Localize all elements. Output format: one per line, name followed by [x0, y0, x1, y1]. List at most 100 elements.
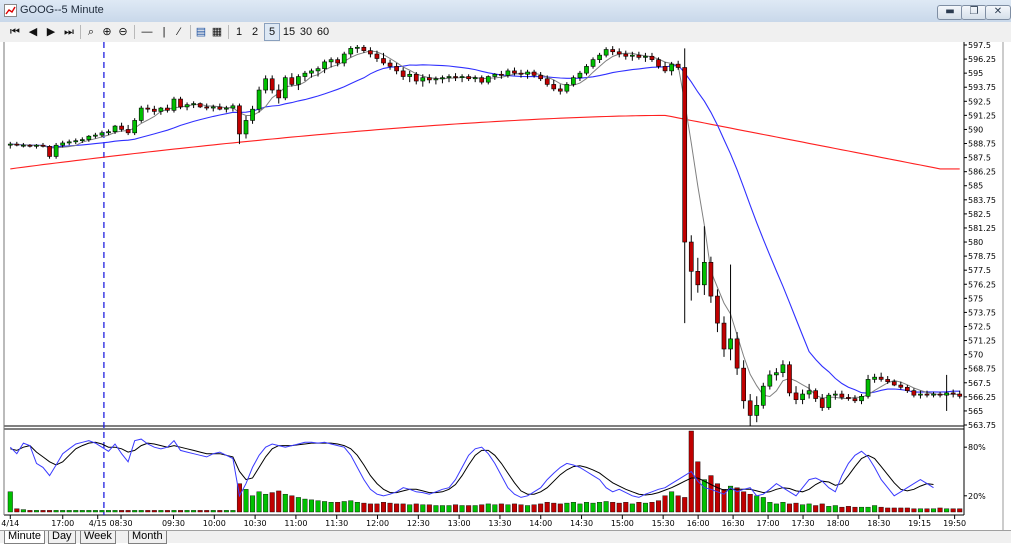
volume-bar	[223, 510, 229, 513]
candle-body	[603, 49, 609, 56]
trendline-button[interactable]: ⁄	[172, 24, 186, 40]
y-tick-label: 567.5	[968, 379, 991, 388]
volume-bar	[498, 503, 504, 513]
interval-5-button[interactable]: 5	[264, 23, 280, 41]
volume-bar	[73, 510, 79, 513]
restore-button[interactable]: ❐	[961, 5, 987, 20]
interval-1-button[interactable]: 1	[232, 24, 246, 40]
toolbar-separator	[228, 25, 229, 39]
volume-bar	[885, 507, 891, 513]
volume-bar	[243, 489, 249, 513]
tab-month[interactable]: Month	[128, 531, 167, 544]
zoom-icon: ⌕	[87, 26, 95, 38]
candle-body	[472, 77, 478, 80]
volume-bar	[79, 510, 85, 513]
candle-body	[512, 70, 517, 74]
interval-2-button[interactable]: 2	[248, 24, 262, 40]
tab-day[interactable]: Day	[48, 531, 76, 544]
candle-body	[826, 394, 832, 408]
volume-bar	[204, 510, 210, 513]
print-button[interactable]: ▦	[210, 24, 224, 40]
last-icon: ⏭	[64, 26, 74, 38]
chart-svg[interactable]: 597.5 596.25 595 593.75 592.5 591.25 590 588.75…	[0, 41, 1011, 530]
volume-bar	[544, 502, 550, 513]
candle-body	[328, 59, 334, 63]
zoom-in-button[interactable]: ⊕	[100, 24, 114, 40]
candle-body	[21, 144, 26, 147]
y-tick-label: 570	[968, 351, 983, 360]
ma-mid-line	[10, 64, 960, 394]
volume-bar	[387, 502, 393, 513]
candle-body	[145, 107, 151, 110]
volume-bar	[832, 505, 838, 513]
interval-30-button[interactable]: 30	[298, 24, 314, 40]
interval-60-button[interactable]: 60	[315, 24, 331, 40]
volume-bar	[695, 461, 701, 513]
x-tick-label: 15:30	[652, 519, 675, 528]
volume-bar	[656, 500, 662, 513]
tab-week[interactable]: Week	[80, 531, 116, 544]
candle-body	[400, 70, 406, 77]
volume-bar	[721, 489, 727, 513]
zoom-out-button[interactable]: ⊖	[116, 24, 130, 40]
zoom-out-icon: ⊖	[118, 26, 128, 38]
candle-body	[538, 75, 543, 80]
books-button[interactable]: ▤	[194, 24, 208, 40]
x-tick-label: 10:30	[244, 519, 267, 528]
volume-bar	[230, 510, 236, 513]
volume-bar	[931, 508, 937, 513]
candle-body	[309, 70, 314, 74]
candle-body	[590, 59, 596, 67]
x-tick-label: 11:30	[325, 519, 348, 528]
volume-bar	[937, 507, 943, 513]
tab-minute[interactable]: Minute	[4, 531, 46, 544]
candle-body	[898, 384, 904, 388]
volume-bar	[616, 502, 622, 513]
candle-body	[237, 105, 242, 135]
close-button[interactable]: ✕	[985, 5, 1011, 20]
candle-body	[243, 120, 249, 135]
candle-body	[66, 141, 72, 144]
minimize-button[interactable]: ▬	[937, 5, 963, 20]
candle-body	[374, 53, 380, 59]
period-tabs: Minute Day Week Month	[0, 530, 1011, 544]
zoom-button[interactable]: ⌕	[84, 24, 98, 40]
candle-body	[165, 107, 170, 111]
chart-area[interactable]: 597.5 596.25 595 593.75 592.5 591.25 590 588.75…	[0, 41, 1011, 530]
vline-button[interactable]: |	[157, 24, 171, 40]
volume-bar	[898, 507, 904, 513]
candle-body	[354, 46, 360, 49]
volume-bar	[151, 510, 157, 513]
candle-body	[387, 62, 393, 67]
candle-body	[937, 393, 943, 396]
candle-body	[629, 54, 635, 57]
volume-bar	[701, 479, 707, 513]
candle-body	[7, 143, 13, 146]
volume-bar	[564, 502, 570, 513]
tab-label: Month	[132, 530, 163, 542]
candle-body	[918, 393, 923, 396]
candle-body	[616, 51, 622, 55]
volume-bar	[33, 510, 39, 513]
volume-bar	[453, 504, 459, 513]
volume-bar	[374, 503, 380, 513]
interval-15-button[interactable]: 15	[281, 24, 297, 40]
y-tick-label: 573.75	[968, 308, 996, 317]
volume-bar	[741, 491, 747, 513]
hline-icon: —	[141, 26, 153, 38]
next-button[interactable]: ▶	[44, 24, 58, 40]
volume-bar	[878, 506, 884, 513]
x-tick-label: 13:30	[488, 519, 511, 528]
prev-button[interactable]: ◀	[26, 24, 40, 40]
vline-icon: |	[162, 26, 166, 38]
candle-body	[53, 144, 59, 157]
volume-bar	[7, 491, 13, 513]
last-button[interactable]: ⏭	[62, 24, 76, 40]
hline-button[interactable]: —	[140, 24, 154, 40]
candle-body	[656, 59, 661, 67]
candle-body	[315, 68, 321, 72]
candle-body	[767, 374, 773, 387]
first-button[interactable]: ⏮	[8, 24, 22, 40]
candle-body	[413, 73, 419, 82]
